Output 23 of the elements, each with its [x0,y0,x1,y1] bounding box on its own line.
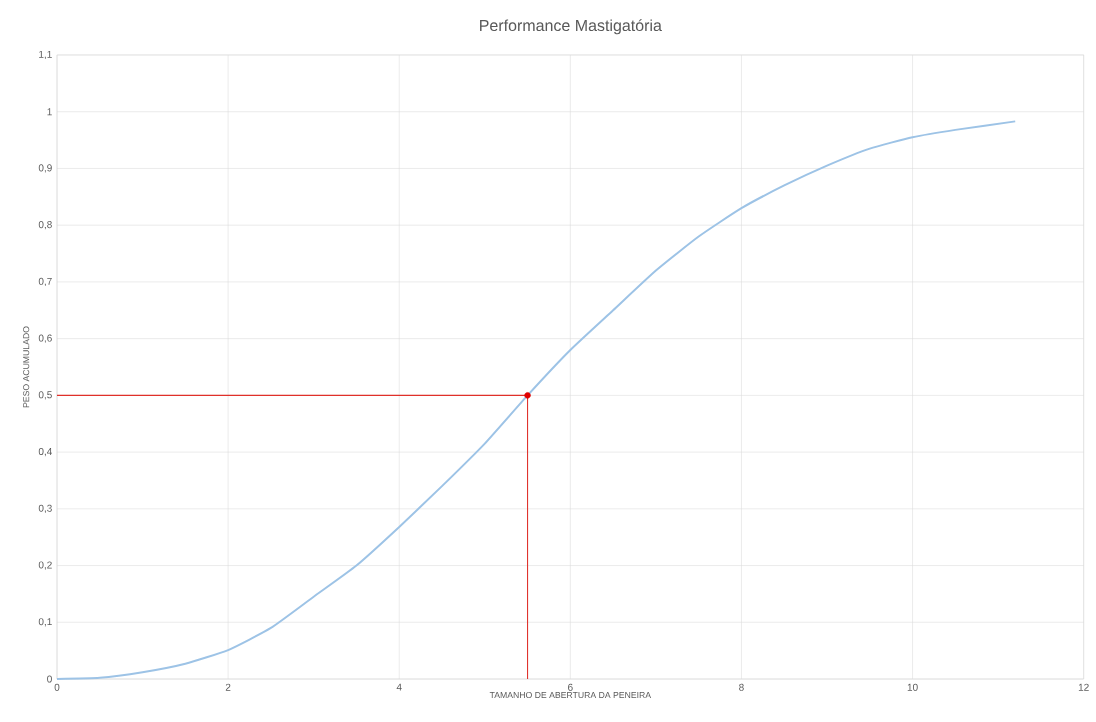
y-tick-label: 0,1 [38,618,52,627]
y-tick-label: 0,6 [38,334,52,343]
y-tick-label: 0,3 [38,504,52,513]
y-tick-label: 0 [47,675,52,683]
chart-title: Performance Mastigatória [480,19,662,35]
y-tick-label: 0,7 [38,277,52,287]
x-tick-label: 2 [225,683,231,691]
x-tick-label: 8 [739,683,744,691]
y-tick-label: 1 [47,108,52,116]
y-axis-title: PESO ACUMULADO [23,326,30,408]
y-tick-label: 0,5 [38,391,52,400]
x-tick-label: 0 [54,683,60,691]
x-axis-title: TAMANHO DE ABERTURA DA PENEIRA [489,691,652,699]
x-tick-label: 10 [907,683,918,691]
y-tick-label: 0,8 [38,221,52,230]
y-tick-label: 1,1 [39,50,52,60]
y-tick-label: 0,9 [38,164,52,173]
x-tick-label: 4 [396,683,402,691]
y-tick-label: 0,2 [38,561,52,570]
x-tick-label: 6 [568,683,573,691]
line-series [56,120,1017,680]
x-tick-label: 12 [1078,683,1089,691]
y-tick-label: 0,4 [38,447,52,457]
